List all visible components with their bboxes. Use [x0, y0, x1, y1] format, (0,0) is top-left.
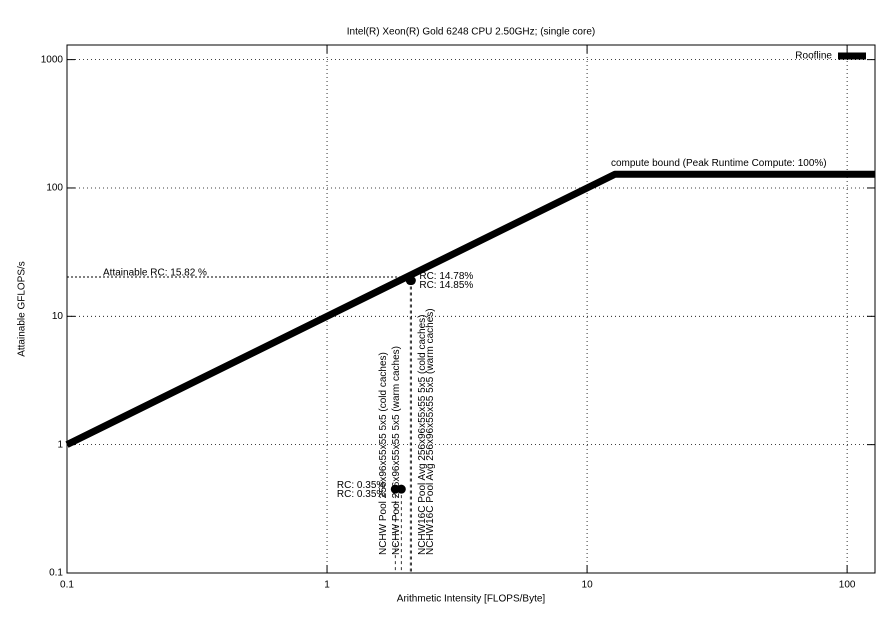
roofline	[65, 170, 875, 448]
chart-title: Intel(R) Xeon(R) Gold 6248 CPU 2.50GHz; …	[347, 27, 595, 38]
x-tick-label: 100	[839, 580, 856, 591]
point-label: NCHW Pool 256x96x55x55 5x5 (warm caches)	[391, 346, 402, 555]
x-tick-label: 10	[582, 580, 594, 591]
y-tick-label: 1000	[41, 54, 64, 65]
y-tick-label: 10	[52, 311, 64, 322]
legend-label: Roofline	[795, 51, 832, 62]
attainable-label: Attainable RC: 15.82 %	[103, 268, 207, 279]
point-label: NCHW16C Pool Avg 256x96x55x55 5x5 (warm …	[425, 308, 436, 555]
rc-label: RC: 14.85%	[419, 280, 473, 291]
x-axis-label: Arithmetic Intensity [FLOPS/Byte]	[397, 594, 546, 605]
y-tick-label: 100	[46, 183, 63, 194]
x-tick-label: 1	[324, 580, 330, 591]
rc-label: RC: 0.35%	[337, 480, 385, 491]
rc-label: RC: 14.78%	[419, 271, 473, 282]
point	[406, 276, 416, 286]
point	[396, 484, 406, 494]
roof-label: compute bound (Peak Runtime Compute: 100…	[611, 158, 827, 169]
point-label: NCHW16C Pool Avg 256x96x55x55 5x5 (cold …	[417, 315, 428, 556]
y-axis-label: Attainable GFLOPS/s	[17, 261, 28, 357]
rc-label: RC: 0.35%	[337, 489, 385, 500]
y-tick-label: 1	[57, 439, 63, 450]
y-tick-label: 0.1	[49, 568, 63, 579]
x-tick-label: 0.1	[60, 580, 74, 591]
point-label: NCHW Pool 256x96x55x55 5x5 (cold caches)	[378, 352, 389, 555]
